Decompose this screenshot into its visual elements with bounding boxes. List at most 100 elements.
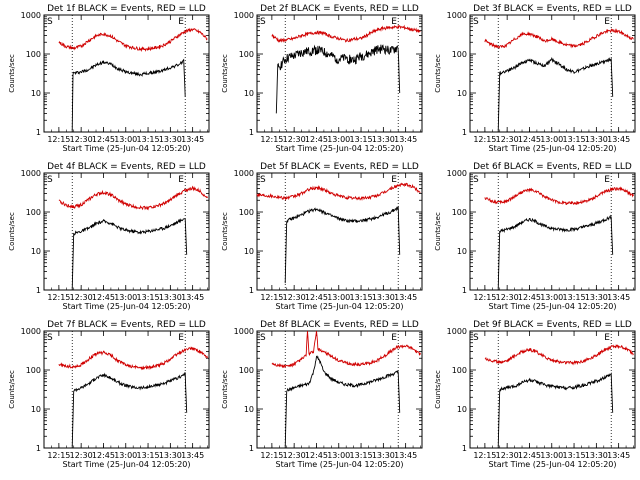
y-tick-label: 10 bbox=[31, 247, 41, 256]
time-marker-label: S bbox=[47, 175, 53, 185]
series-line-events bbox=[71, 372, 188, 449]
chart-title: Det 7f BLACK = Events, RED = LLD bbox=[47, 320, 206, 330]
series-line-lld bbox=[484, 28, 634, 50]
y-tick-label: 100 bbox=[452, 366, 467, 375]
x-tick-label: 13:00 bbox=[327, 293, 350, 302]
x-tick-label: 13:45 bbox=[394, 451, 417, 460]
x-tick-label: 13:15 bbox=[137, 135, 160, 144]
y-axis-label: Counts/sec bbox=[8, 212, 16, 251]
y-tick-label: 100 bbox=[239, 366, 254, 375]
series-line-lld bbox=[484, 186, 634, 206]
x-tick-label: 13:30 bbox=[372, 135, 395, 144]
chart-panel-2: Det 2f BLACK = Events, RED = LLD 1 10 100 10… bbox=[221, 4, 423, 153]
x-tick-label: 12:45 bbox=[518, 135, 541, 144]
y-tick-label: 10 bbox=[457, 247, 467, 256]
y-axis-label: Counts/sec bbox=[434, 370, 442, 409]
x-tick-label: 12:15 bbox=[47, 293, 70, 302]
y-tick-label: 1000 bbox=[234, 327, 254, 336]
time-marker-label: E bbox=[178, 175, 184, 185]
plot-frame bbox=[469, 330, 636, 449]
x-tick-label: 12:15 bbox=[47, 451, 70, 460]
chart-title: Det 9f BLACK = Events, RED = LLD bbox=[473, 320, 632, 330]
x-tick-label: 12:15 bbox=[260, 293, 283, 302]
plot-frame bbox=[256, 14, 423, 133]
x-tick-label: 13:15 bbox=[350, 293, 373, 302]
series-line-events bbox=[284, 355, 401, 449]
x-tick-label: 12:30 bbox=[70, 451, 93, 460]
series-line-events bbox=[497, 56, 614, 133]
x-axis-label: Start Time (25-Jun-04 12:05:20) bbox=[489, 302, 617, 311]
y-tick-label: 100 bbox=[26, 208, 41, 217]
y-tick-label: 1 bbox=[249, 128, 254, 137]
x-tick-label: 12:30 bbox=[496, 451, 519, 460]
y-axis-label: Counts/sec bbox=[221, 212, 229, 251]
x-tick-label: 12:45 bbox=[305, 451, 328, 460]
x-tick-label: 12:30 bbox=[496, 293, 519, 302]
x-axis-label: Start Time (25-Jun-04 12:05:20) bbox=[489, 460, 617, 469]
time-marker-label: S bbox=[47, 17, 53, 27]
x-tick-label: 13:15 bbox=[350, 451, 373, 460]
time-marker-label: S bbox=[473, 17, 479, 27]
x-axis-label: Start Time (25-Jun-04 12:05:20) bbox=[276, 144, 404, 153]
y-tick-label: 1000 bbox=[447, 327, 467, 336]
y-tick-label: 1 bbox=[36, 128, 41, 137]
x-tick-label: 13:30 bbox=[159, 135, 182, 144]
series-line-events bbox=[497, 372, 614, 449]
plot-frame bbox=[43, 330, 210, 449]
x-tick-label: 13:00 bbox=[114, 451, 137, 460]
plot-frame bbox=[256, 172, 423, 291]
y-tick-label: 1 bbox=[36, 286, 41, 295]
chart-title: Det 4f BLACK = Events, RED = LLD bbox=[47, 162, 206, 172]
x-tick-label: 13:00 bbox=[114, 293, 137, 302]
x-tick-label: 12:30 bbox=[496, 135, 519, 144]
y-tick-label: 1 bbox=[462, 444, 467, 453]
x-tick-label: 13:30 bbox=[159, 451, 182, 460]
y-axis-label: Counts/sec bbox=[434, 212, 442, 251]
y-axis-label: Counts/sec bbox=[434, 54, 442, 93]
y-axis-label: Counts/sec bbox=[8, 370, 16, 409]
x-axis-label: Start Time (25-Jun-04 12:05:20) bbox=[63, 302, 191, 311]
y-tick-label: 1000 bbox=[234, 169, 254, 178]
series-line-events bbox=[497, 214, 614, 291]
x-tick-label: 12:15 bbox=[473, 451, 496, 460]
series-line-events bbox=[71, 58, 186, 133]
x-tick-label: 13:45 bbox=[181, 135, 204, 144]
x-tick-label: 12:15 bbox=[473, 293, 496, 302]
time-marker-label: S bbox=[260, 17, 266, 27]
chart-panel-8: Det 8f BLACK = Events, RED = LLD 1 10 100 10… bbox=[221, 320, 423, 469]
x-tick-label: 13:15 bbox=[563, 293, 586, 302]
y-tick-label: 1000 bbox=[21, 169, 41, 178]
x-tick-label: 12:45 bbox=[92, 293, 115, 302]
y-tick-label: 1 bbox=[462, 128, 467, 137]
x-tick-label: 12:15 bbox=[260, 451, 283, 460]
y-tick-label: 10 bbox=[31, 405, 41, 414]
chart-panel-7: Det 7f BLACK = Events, RED = LLD 1 10 100 10… bbox=[8, 320, 210, 469]
x-tick-label: 13:45 bbox=[394, 293, 417, 302]
x-tick-label: 12:15 bbox=[473, 135, 496, 144]
time-marker-label: E bbox=[604, 17, 610, 27]
x-axis-label: Start Time (25-Jun-04 12:05:20) bbox=[63, 144, 191, 153]
series-line-events bbox=[275, 44, 401, 114]
x-tick-label: 12:30 bbox=[283, 293, 306, 302]
y-tick-label: 100 bbox=[452, 208, 467, 217]
y-tick-label: 10 bbox=[244, 247, 254, 256]
x-tick-label: 13:00 bbox=[114, 135, 137, 144]
time-marker-label: E bbox=[178, 17, 184, 27]
series-line-lld bbox=[256, 182, 421, 202]
time-marker-label: E bbox=[391, 333, 397, 343]
series-line-lld bbox=[58, 185, 208, 211]
x-axis-label: Start Time (25-Jun-04 12:05:20) bbox=[63, 460, 191, 469]
x-tick-label: 12:45 bbox=[305, 293, 328, 302]
time-marker-label: S bbox=[260, 175, 266, 185]
x-tick-label: 12:30 bbox=[70, 293, 93, 302]
series-line-lld bbox=[58, 27, 208, 53]
series-line-events bbox=[71, 218, 188, 291]
y-tick-label: 1000 bbox=[447, 169, 467, 178]
x-tick-label: 13:00 bbox=[540, 135, 563, 144]
y-tick-label: 100 bbox=[452, 50, 467, 59]
y-tick-label: 10 bbox=[457, 89, 467, 98]
series-line-lld bbox=[271, 24, 421, 43]
x-tick-label: 12:45 bbox=[305, 135, 328, 144]
x-tick-label: 13:45 bbox=[607, 451, 630, 460]
x-axis-label: Start Time (25-Jun-04 12:05:20) bbox=[276, 302, 404, 311]
